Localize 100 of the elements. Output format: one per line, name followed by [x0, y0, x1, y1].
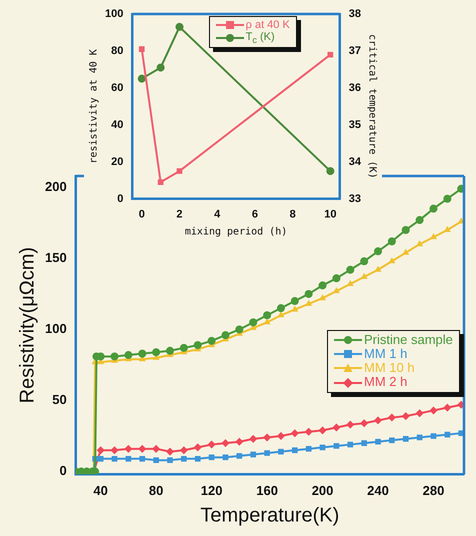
point: [416, 216, 424, 224]
point: [292, 447, 298, 454]
point: [290, 429, 299, 438]
legend-label: ρ at 40 K: [246, 19, 290, 32]
point: [276, 304, 285, 312]
point: [416, 434, 422, 440]
y2-tick-label: 35: [348, 118, 362, 131]
x-tick-label: 40: [93, 482, 108, 498]
y-tick-label: 80: [111, 44, 124, 57]
y2-tick-label: 38: [348, 8, 362, 20]
point: [138, 350, 146, 358]
point: [152, 444, 160, 453]
x-tick-label: 200: [312, 482, 334, 498]
point: [304, 290, 313, 298]
point: [110, 446, 119, 454]
y-tick-label: 50: [52, 392, 67, 408]
x-tick-label: 4: [214, 208, 222, 220]
x-tick-label: 240: [367, 482, 389, 498]
point: [443, 404, 452, 412]
point: [388, 414, 396, 422]
y-tick-label: 200: [44, 178, 67, 194]
point: [153, 457, 159, 464]
point: [249, 318, 258, 326]
legend-label: Pristine sample: [364, 332, 453, 347]
point: [305, 300, 312, 306]
point: [320, 444, 326, 450]
point: [402, 436, 409, 442]
point: [138, 444, 146, 453]
point: [194, 341, 202, 350]
y2-tick-label: 33: [348, 192, 362, 205]
point: [375, 438, 381, 445]
point: [138, 46, 145, 52]
point: [389, 437, 395, 444]
point: [208, 336, 216, 345]
point: [388, 257, 396, 264]
x-axis-title: Temperature(K): [200, 504, 340, 527]
point: [180, 446, 188, 454]
point: [429, 204, 438, 213]
point: [98, 456, 104, 462]
point: [263, 311, 272, 320]
point: [221, 439, 230, 448]
point: [264, 318, 271, 324]
y2-tick-label: 36: [348, 82, 362, 94]
point: [402, 248, 410, 255]
x-tick-label: 280: [422, 482, 444, 498]
point: [276, 432, 285, 440]
point: [176, 168, 182, 174]
legend-label: MM 1 h: [364, 346, 408, 362]
point: [175, 22, 184, 31]
point: [402, 412, 410, 420]
point: [126, 456, 132, 462]
point: [221, 331, 230, 340]
x-tick-label: 160: [256, 482, 278, 498]
point: [138, 74, 146, 83]
y-tick-label: 0: [117, 192, 124, 205]
point: [249, 434, 258, 443]
point: [346, 266, 354, 274]
point: [139, 456, 146, 462]
point: [334, 443, 340, 449]
x-tick-label: 0: [138, 208, 145, 220]
point: [236, 453, 242, 459]
point: [416, 409, 424, 418]
point: [181, 456, 187, 462]
point: [326, 167, 334, 176]
point: [332, 274, 340, 282]
point: [361, 440, 367, 446]
y2-axis-title: critical temperature (K): [366, 34, 378, 179]
point: [277, 311, 284, 318]
y-tick-label: 60: [111, 82, 124, 94]
point: [318, 426, 327, 434]
point: [222, 454, 228, 460]
y-tick-label: 150: [44, 250, 67, 265]
point: [156, 64, 165, 72]
point: [96, 446, 105, 454]
point: [374, 416, 382, 424]
point: [347, 442, 354, 448]
point: [444, 226, 451, 232]
point: [167, 457, 173, 464]
point: [194, 456, 201, 462]
x-axis-title: mixing period (h): [184, 226, 288, 238]
point: [360, 257, 368, 266]
x-tick-label: 8: [290, 208, 296, 220]
point: [235, 325, 244, 334]
point: [388, 237, 396, 246]
point: [290, 297, 299, 306]
point: [166, 448, 174, 456]
legend-label: MM 2 h: [364, 374, 408, 390]
point: [263, 433, 272, 442]
y-axis-title: resistivity at 40 K: [88, 49, 100, 164]
point: [235, 438, 244, 446]
x-tick-label: 6: [252, 208, 258, 220]
x-tick-label: 10: [324, 208, 336, 220]
y-tick-label: 0: [59, 463, 67, 478]
point: [346, 280, 354, 286]
point: [110, 352, 119, 360]
point: [318, 281, 327, 290]
point: [194, 443, 202, 452]
point: [152, 348, 160, 356]
legend-label: MM 10 h: [364, 360, 415, 376]
point: [306, 446, 312, 452]
